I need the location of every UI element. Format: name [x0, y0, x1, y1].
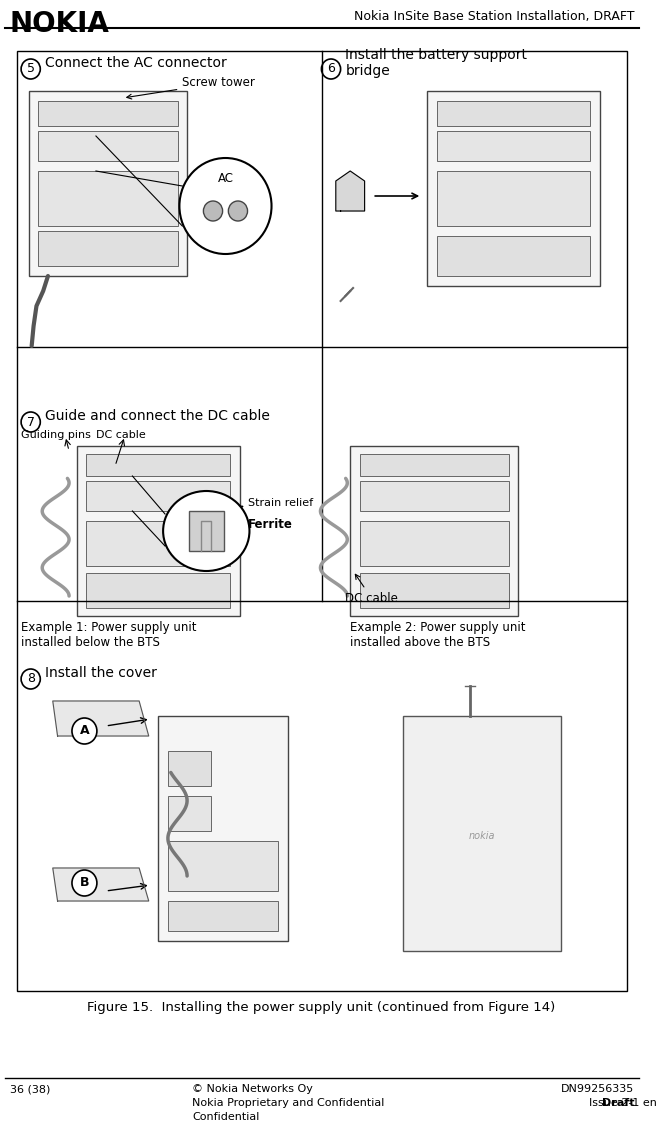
Circle shape [203, 201, 223, 221]
Text: Screw tower: Screw tower [127, 77, 255, 99]
Bar [158, 716, 288, 941]
Bar [76, 446, 240, 617]
Bar [350, 446, 518, 617]
Bar [38, 131, 178, 160]
Bar [87, 481, 230, 511]
Circle shape [72, 719, 97, 744]
Text: Guide and connect the DC cable: Guide and connect the DC cable [45, 409, 270, 423]
Text: Example 1: Power supply unit
installed below the BTS: Example 1: Power supply unit installed b… [21, 621, 197, 649]
Text: Issue 2-1 en: Issue 2-1 en [589, 1098, 660, 1108]
Text: © Nokia Networks Oy: © Nokia Networks Oy [192, 1084, 313, 1094]
Polygon shape [53, 701, 149, 736]
Bar [87, 521, 230, 566]
Bar [87, 454, 230, 476]
Text: AC: AC [217, 172, 234, 185]
Bar [168, 901, 278, 931]
Text: B: B [80, 877, 89, 889]
Bar [360, 481, 509, 511]
Text: Nokia InSite Base Station Installation, DRAFT: Nokia InSite Base Station Installation, … [354, 10, 634, 23]
Ellipse shape [163, 490, 250, 571]
Bar [360, 521, 509, 566]
Text: Connect the AC connector: Connect the AC connector [45, 56, 227, 70]
Text: Install the cover: Install the cover [45, 666, 157, 680]
Text: Nokia Proprietary and Confidential: Nokia Proprietary and Confidential [192, 1098, 384, 1108]
Bar [168, 751, 211, 786]
Text: 36 (38): 36 (38) [9, 1084, 50, 1094]
Text: NOKIA: NOKIA [9, 10, 109, 38]
Text: Figure 15.  Installing the power supply unit (continued from Figure 14): Figure 15. Installing the power supply u… [87, 1000, 556, 1014]
Text: DN99256335: DN99256335 [561, 1084, 634, 1094]
Polygon shape [53, 868, 149, 901]
Bar [437, 171, 590, 226]
Text: Strain relief: Strain relief [248, 499, 313, 508]
Bar [168, 796, 211, 831]
Circle shape [72, 870, 97, 896]
Bar [437, 131, 590, 160]
Text: DC cable: DC cable [346, 574, 399, 605]
Text: 8: 8 [27, 673, 35, 685]
Bar [38, 231, 178, 266]
Bar [168, 841, 278, 890]
Text: Ferrite: Ferrite [248, 518, 293, 531]
Circle shape [179, 158, 272, 254]
Bar [360, 454, 509, 476]
Bar [38, 171, 178, 226]
Bar [437, 236, 590, 276]
Text: Confidential: Confidential [192, 1112, 259, 1122]
Bar [29, 91, 187, 276]
Bar [189, 511, 223, 551]
Bar [427, 91, 600, 286]
Bar [403, 716, 561, 951]
Text: nokia: nokia [468, 831, 495, 841]
Text: Guiding pins: Guiding pins [21, 430, 91, 440]
Bar [437, 101, 590, 126]
Polygon shape [336, 171, 364, 211]
Bar [38, 101, 178, 126]
Bar [17, 52, 627, 991]
Text: Draft: Draft [602, 1098, 634, 1108]
Text: A: A [80, 724, 89, 738]
Text: DC cable: DC cable [96, 430, 146, 440]
Text: 5: 5 [27, 63, 35, 76]
Text: Install the battery support
bridge: Install the battery support bridge [346, 48, 527, 78]
Bar [360, 573, 509, 609]
Text: Example 2: Power supply unit
installed above the BTS: Example 2: Power supply unit installed a… [350, 621, 525, 649]
Text: 7: 7 [27, 416, 35, 429]
Bar [87, 573, 230, 609]
Circle shape [228, 201, 248, 221]
Text: 6: 6 [327, 63, 335, 76]
